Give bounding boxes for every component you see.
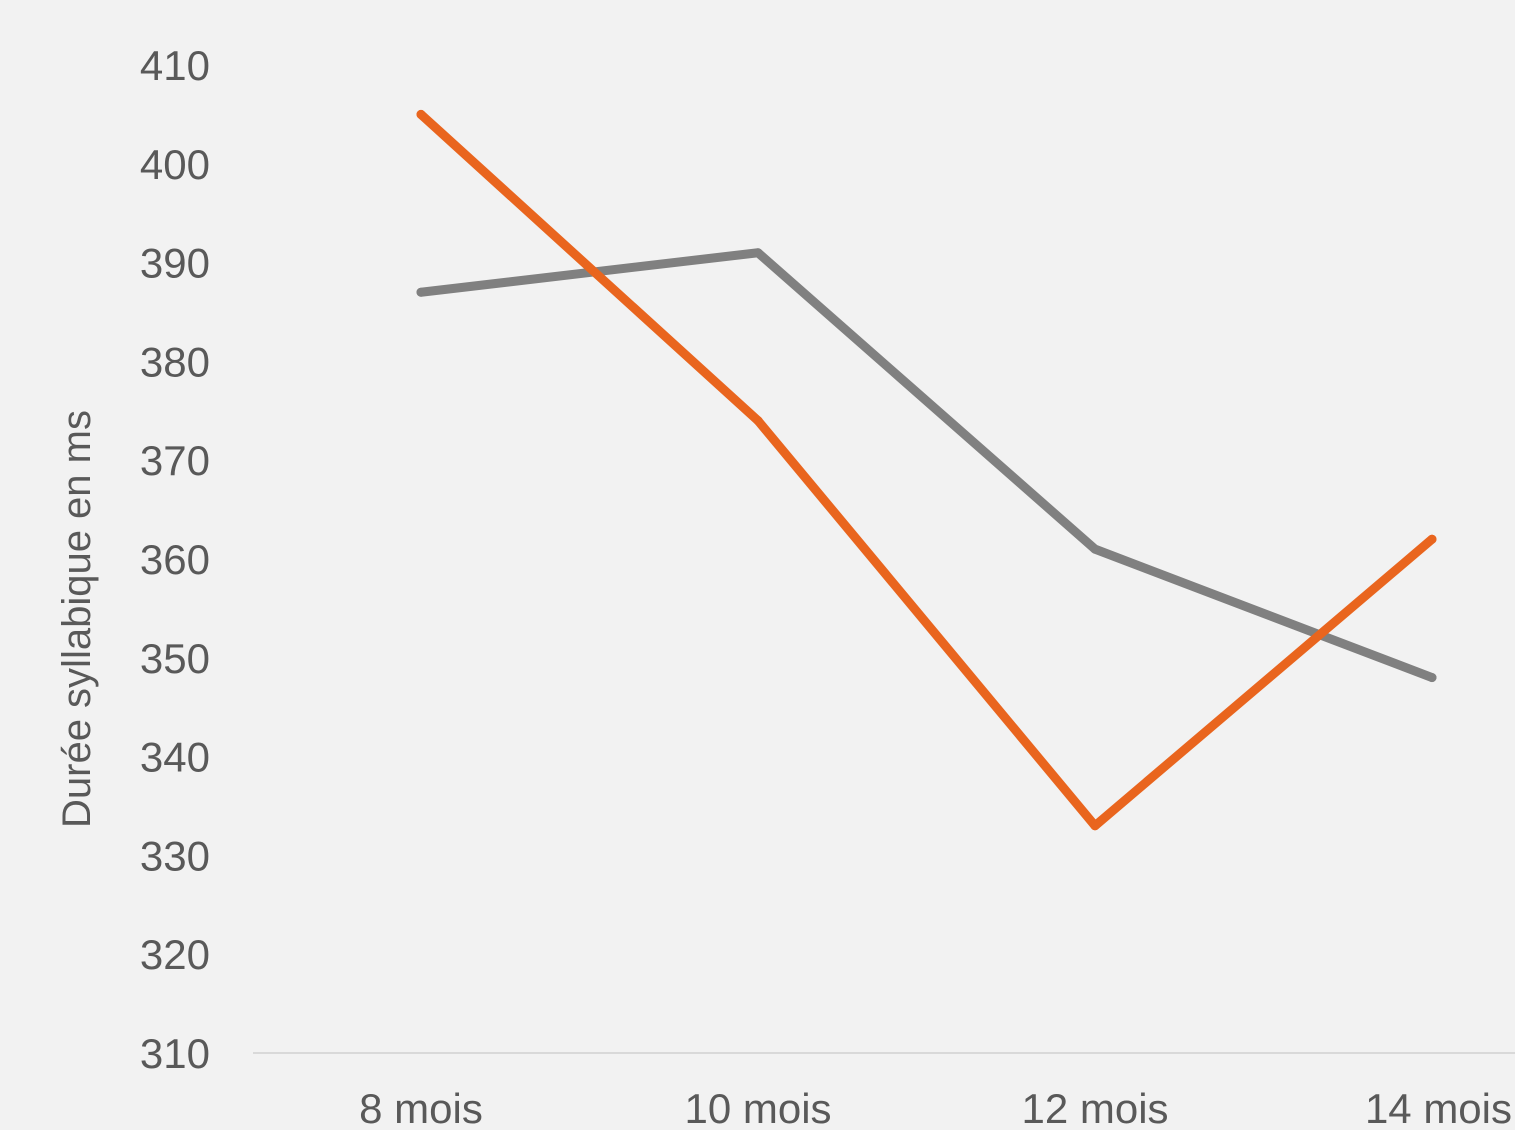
y-tick-label: 390 xyxy=(140,240,210,287)
series-1-point xyxy=(1427,673,1437,683)
y-tick-label: 370 xyxy=(140,437,210,484)
series-1-point xyxy=(1090,544,1100,554)
y-tick-label: 410 xyxy=(140,42,210,89)
series-2-point xyxy=(753,416,763,426)
x-tick-label: 8 mois xyxy=(359,1085,483,1125)
series-1-point xyxy=(416,287,426,297)
y-tick-label: 340 xyxy=(140,734,210,781)
y-tick-label: 360 xyxy=(140,536,210,583)
series-2-point xyxy=(416,109,426,119)
x-tick-label: 14 mois xyxy=(1365,1085,1512,1125)
y-tick-label: 320 xyxy=(140,931,210,978)
x-tick-label: 10 mois xyxy=(684,1085,831,1125)
series-line-2 xyxy=(416,109,1437,831)
y-tick-label: 350 xyxy=(140,635,210,682)
x-axis-ticks: 8 mois 10 mois 12 mois 14 mois xyxy=(359,1085,1512,1130)
y-tick-label: 380 xyxy=(140,338,210,385)
y-tick-label: 400 xyxy=(140,141,210,188)
series-2-point xyxy=(1427,534,1437,544)
x-tick-label: 12 mois xyxy=(1021,1085,1168,1125)
series-1-point xyxy=(753,248,763,258)
y-tick-label: 310 xyxy=(140,1030,210,1077)
y-tick-label: 330 xyxy=(140,832,210,879)
series-layer xyxy=(416,109,1437,831)
y-axis-ticks: 410 400 390 380 370 360 350 340 330 320 310 xyxy=(140,42,210,1077)
series-2-point xyxy=(1090,821,1100,831)
y-axis-title: Durée syllabique en ms xyxy=(55,410,99,828)
